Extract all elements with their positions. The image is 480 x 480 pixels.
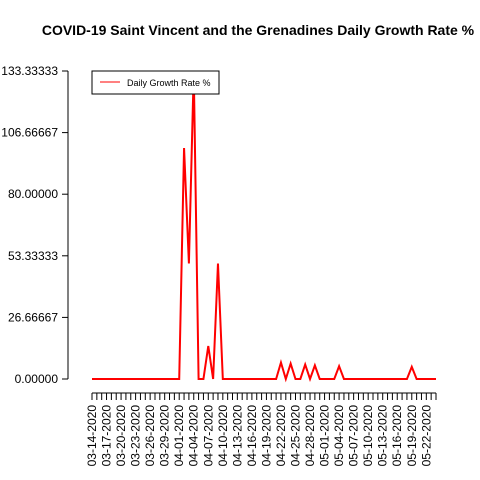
- y-tick-label: 133.33333: [1, 64, 58, 78]
- y-tick-label: 53.33333: [8, 249, 58, 263]
- x-tick-label: 05-22-2020: [419, 405, 433, 467]
- x-tick-label: 03-29-2020: [158, 405, 172, 467]
- x-tick-label: 04-10-2020: [216, 405, 230, 467]
- x-tick-label: 04-16-2020: [245, 405, 259, 467]
- x-tick-label: 04-22-2020: [274, 405, 288, 467]
- legend-label: Daily Growth Rate %: [127, 78, 211, 88]
- x-tick-label: 05-04-2020: [332, 405, 346, 467]
- x-tick-label: 03-17-2020: [100, 405, 114, 467]
- x-tick-label: 05-10-2020: [361, 405, 375, 467]
- x-tick-label: 05-19-2020: [405, 405, 419, 467]
- y-tick-label: 0.00000: [15, 372, 59, 386]
- x-tick-label: 04-19-2020: [259, 405, 273, 467]
- x-tick-label: 05-16-2020: [390, 405, 404, 467]
- y-tick-label: 106.66667: [1, 126, 58, 140]
- x-tick-label: 05-07-2020: [347, 405, 361, 467]
- x-tick-label: 04-01-2020: [172, 405, 186, 467]
- x-tick-label: 03-26-2020: [143, 405, 157, 467]
- legend-box: [91, 70, 220, 95]
- x-tick-label: 04-28-2020: [303, 405, 317, 467]
- x-tick-label: 04-13-2020: [230, 405, 244, 467]
- x-tick-label: 04-07-2020: [201, 405, 215, 467]
- x-tick-label: 03-14-2020: [85, 405, 99, 467]
- x-tick-label: 04-04-2020: [187, 405, 201, 467]
- x-tick-label: 03-20-2020: [114, 405, 128, 467]
- x-tick-label: 05-13-2020: [376, 405, 390, 467]
- y-tick-label: 26.66667: [8, 310, 58, 324]
- chart-title: COVID-19 Saint Vincent and the Grenadine…: [42, 22, 475, 38]
- x-tick-label: 05-01-2020: [318, 405, 332, 467]
- data-line: [92, 70, 436, 383]
- x-tick-label: 04-25-2020: [288, 405, 302, 467]
- x-tick-label: 03-23-2020: [129, 405, 143, 467]
- y-tick-label: 80.00000: [8, 187, 58, 201]
